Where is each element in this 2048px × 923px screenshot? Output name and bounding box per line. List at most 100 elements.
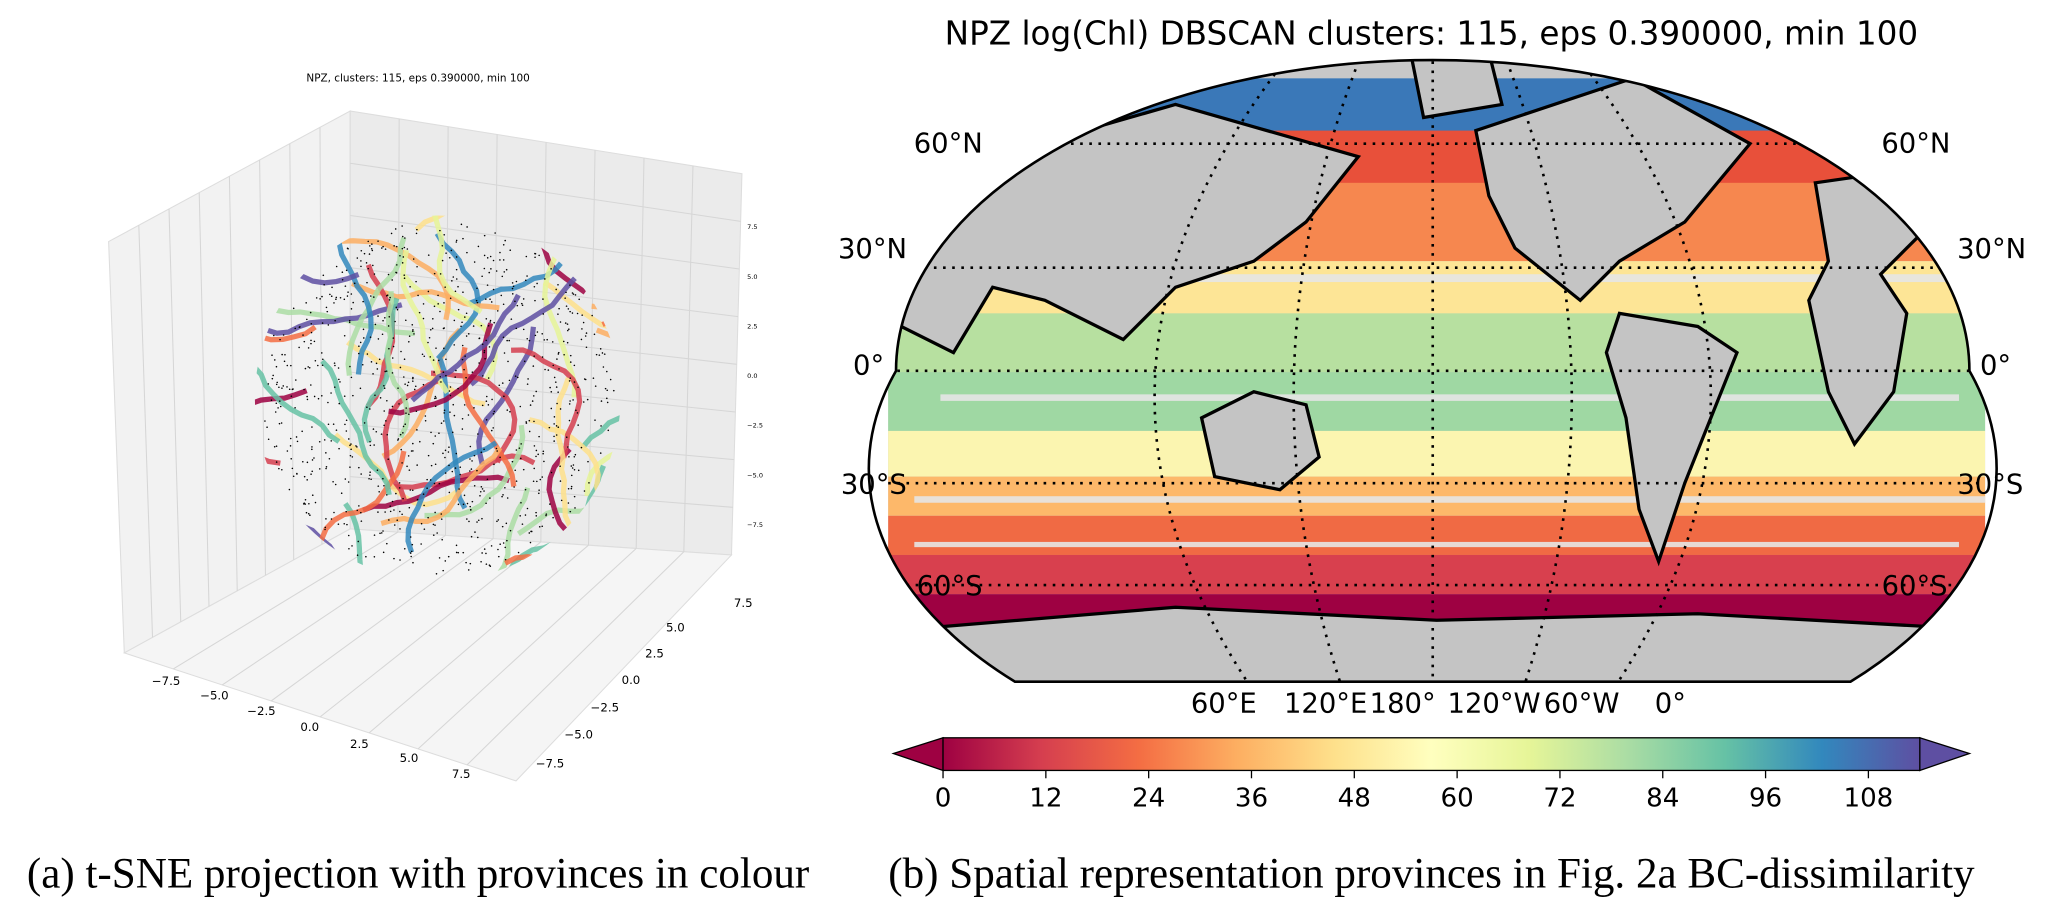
noise-point xyxy=(462,237,464,240)
panel-b-title: NPZ log(Chl) DBSCAN clusters: 115, eps 0… xyxy=(945,14,1918,52)
noise-point xyxy=(429,479,432,481)
noise-point xyxy=(385,494,388,496)
noise-point xyxy=(292,388,294,390)
noise-point xyxy=(422,493,425,495)
noise-point xyxy=(602,366,605,368)
noise-point xyxy=(443,409,446,412)
noise-point xyxy=(506,409,509,411)
noise-point xyxy=(492,427,494,429)
panel-a-title: NPZ, clusters: 115, eps 0.390000, min 10… xyxy=(306,72,529,84)
noise-point xyxy=(441,244,444,247)
noise-point xyxy=(344,285,347,287)
noise-point xyxy=(292,307,295,310)
noise-point xyxy=(424,419,427,422)
noise-point xyxy=(511,287,514,290)
noise-point xyxy=(557,353,560,355)
noise-point xyxy=(334,483,337,486)
noise-point xyxy=(465,561,467,564)
noise-point xyxy=(541,356,544,358)
noise-point xyxy=(569,400,571,402)
noise-point xyxy=(355,445,357,447)
noise-point xyxy=(441,259,444,262)
noise-point xyxy=(461,417,464,420)
noise-point xyxy=(345,430,348,432)
noise-point xyxy=(410,450,413,452)
noise-point xyxy=(576,312,579,315)
colorbar-tick-label: 12 xyxy=(1029,784,1062,814)
noise-point xyxy=(504,486,506,489)
noise-point xyxy=(442,452,444,455)
noise-point xyxy=(411,489,414,492)
noise-point xyxy=(492,412,495,415)
noise-point xyxy=(599,452,602,454)
noise-point xyxy=(432,442,435,445)
noise-point xyxy=(609,378,612,381)
noise-point xyxy=(593,333,596,336)
z-tick-label: −5.0 xyxy=(747,471,763,479)
noise-point xyxy=(455,268,458,271)
cluster-trace xyxy=(555,377,573,528)
noise-point xyxy=(427,254,430,256)
noise-point xyxy=(282,334,285,336)
noise-point xyxy=(555,288,557,291)
noise-point xyxy=(478,362,480,364)
noise-point xyxy=(408,341,410,343)
noise-point xyxy=(570,485,573,488)
noise-point xyxy=(346,523,348,526)
noise-point xyxy=(372,264,374,267)
noise-point xyxy=(412,442,414,445)
lon-label: 0° xyxy=(1655,689,1686,720)
noise-point xyxy=(275,445,278,447)
noise-point xyxy=(507,360,509,363)
noise-point xyxy=(382,477,384,480)
noise-point xyxy=(576,412,579,414)
noise-point xyxy=(440,513,443,515)
noise-point xyxy=(473,454,476,457)
noise-point xyxy=(356,446,358,448)
noise-point xyxy=(416,498,419,501)
noise-point xyxy=(607,429,610,432)
noise-point xyxy=(434,463,437,466)
noise-point xyxy=(351,545,353,547)
noise-point xyxy=(384,248,387,250)
lat-label: 30°S xyxy=(1957,469,2023,500)
noise-point xyxy=(306,395,308,398)
noise-point xyxy=(488,564,491,566)
noise-point xyxy=(461,321,463,324)
noise-point xyxy=(574,453,577,456)
noise-point xyxy=(559,321,562,323)
noise-point xyxy=(489,255,492,258)
noise-point xyxy=(594,419,596,421)
noise-point xyxy=(416,265,418,268)
noise-point xyxy=(356,554,359,557)
noise-point xyxy=(383,387,386,390)
noise-point xyxy=(434,511,436,514)
cluster-trace xyxy=(430,370,518,464)
noise-point xyxy=(348,321,351,324)
noise-point xyxy=(457,503,460,506)
noise-point xyxy=(330,295,333,297)
noise-point xyxy=(386,294,389,296)
noise-point xyxy=(422,303,425,305)
noise-point xyxy=(525,255,528,258)
noise-point xyxy=(359,387,362,390)
noise-point xyxy=(273,445,276,448)
noise-point xyxy=(396,264,398,266)
noise-point xyxy=(398,403,400,405)
noise-point xyxy=(294,407,296,409)
noise-point xyxy=(377,485,380,487)
caption-b: (b) Spatial representation provinces in … xyxy=(888,850,1975,897)
cluster-trace xyxy=(542,250,578,398)
noise-point xyxy=(569,284,571,286)
meridian xyxy=(1572,60,1713,682)
noise-point xyxy=(485,318,488,320)
noise-point xyxy=(405,398,408,401)
noise-point xyxy=(466,251,468,254)
noise-point xyxy=(369,440,371,443)
noise-point xyxy=(307,512,310,515)
noise-point xyxy=(480,560,482,563)
noise-point xyxy=(279,405,282,408)
noise-point xyxy=(397,439,399,441)
noise-point xyxy=(352,301,354,304)
noise-point xyxy=(438,557,441,559)
